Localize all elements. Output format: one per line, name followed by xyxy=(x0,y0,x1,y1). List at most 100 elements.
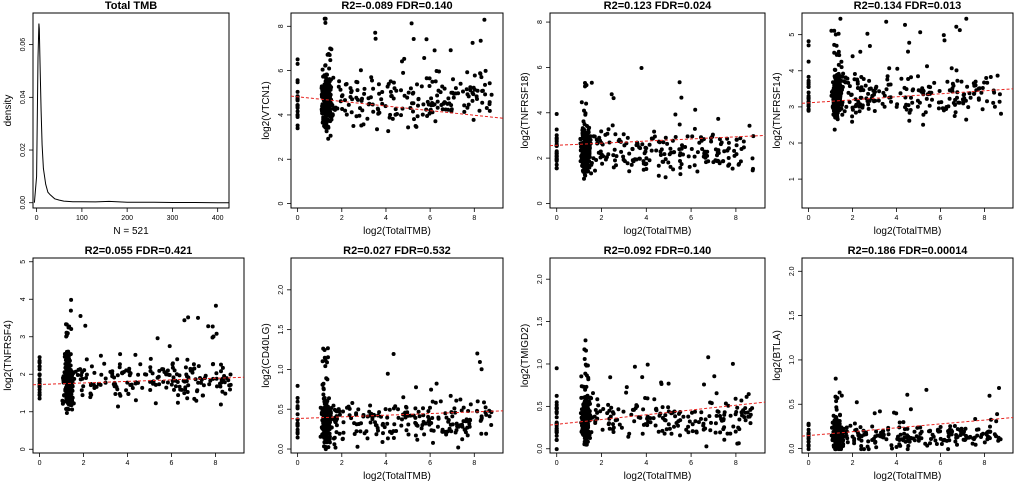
plot-frame xyxy=(290,257,504,454)
data-point xyxy=(674,421,679,425)
data-point xyxy=(321,423,326,428)
data-point xyxy=(938,425,943,429)
data-point xyxy=(850,119,855,124)
data-point xyxy=(903,105,907,110)
x-tick-label: 2 xyxy=(600,460,604,467)
data-point xyxy=(941,33,946,38)
data-point xyxy=(596,150,601,155)
data-point xyxy=(589,80,594,85)
data-point xyxy=(332,435,337,440)
data-point xyxy=(399,88,403,93)
data-point xyxy=(484,106,489,110)
data-point xyxy=(463,427,468,432)
data-point xyxy=(648,420,653,425)
data-point xyxy=(746,392,751,397)
data-point xyxy=(874,445,879,450)
data-point xyxy=(349,90,354,95)
data-point xyxy=(484,431,489,436)
data-point xyxy=(579,100,584,105)
data-point xyxy=(921,122,926,127)
data-point xyxy=(982,440,987,445)
data-point xyxy=(626,434,631,439)
data-point xyxy=(579,384,584,389)
data-point xyxy=(624,385,629,390)
data-point xyxy=(381,431,385,436)
data-point xyxy=(415,82,419,87)
data-point xyxy=(183,365,188,370)
data-point xyxy=(328,119,333,124)
data-point xyxy=(435,93,440,98)
data-point xyxy=(877,89,882,94)
data-point xyxy=(833,394,838,399)
data-point xyxy=(402,56,407,61)
data-point xyxy=(181,378,186,383)
x-tick-label: 8 xyxy=(472,215,476,222)
data-point xyxy=(471,117,476,122)
data-point xyxy=(652,397,657,402)
x-tick-label: 2 xyxy=(82,460,86,467)
data-point xyxy=(736,425,741,430)
data-point xyxy=(713,147,718,152)
data-point xyxy=(677,411,681,416)
data-point xyxy=(598,155,603,160)
data-point xyxy=(196,364,201,369)
data-point xyxy=(157,382,162,387)
data-point xyxy=(726,163,731,168)
data-point xyxy=(609,92,614,97)
data-point xyxy=(295,383,300,388)
data-point xyxy=(453,86,458,91)
data-point xyxy=(323,87,328,92)
data-point xyxy=(905,392,910,397)
data-point xyxy=(487,81,492,86)
data-point xyxy=(148,356,153,361)
data-point xyxy=(722,412,727,417)
data-point xyxy=(936,429,941,434)
y-tick-label: 2 xyxy=(789,141,796,145)
data-point xyxy=(436,415,441,420)
data-point xyxy=(79,373,84,378)
x-tick-label: 8 xyxy=(472,460,476,467)
data-point xyxy=(401,395,406,400)
data-point xyxy=(638,415,643,420)
data-point xyxy=(377,91,382,96)
y-tick-label: 5 xyxy=(20,260,27,264)
data-point xyxy=(443,411,448,416)
data-point xyxy=(374,423,379,428)
data-point xyxy=(340,437,345,442)
data-point xyxy=(68,308,73,313)
data-point xyxy=(554,415,559,420)
data-point xyxy=(580,426,585,431)
data-point xyxy=(954,433,959,437)
data-point xyxy=(75,373,80,377)
data-point xyxy=(909,75,913,80)
y-tick-label: 0.06 xyxy=(20,38,27,52)
data-point xyxy=(939,100,944,105)
data-point xyxy=(322,435,327,440)
data-point xyxy=(614,154,619,159)
data-point xyxy=(480,100,485,105)
data-point xyxy=(419,426,424,431)
data-point xyxy=(554,400,559,405)
data-point xyxy=(603,132,608,137)
data-point xyxy=(973,417,978,421)
data-point xyxy=(376,428,380,433)
data-point xyxy=(829,28,834,33)
data-point xyxy=(443,429,448,434)
data-point xyxy=(600,427,605,432)
data-point xyxy=(955,442,959,447)
data-point xyxy=(362,431,367,436)
data-point xyxy=(866,91,871,96)
density-curve xyxy=(33,23,229,204)
data-point xyxy=(859,447,864,452)
data-point xyxy=(609,405,614,410)
data-point xyxy=(713,430,718,435)
data-point xyxy=(894,445,899,449)
scatter-points xyxy=(295,16,494,141)
data-point xyxy=(717,161,722,166)
data-point xyxy=(416,409,421,414)
data-point xyxy=(846,80,851,85)
data-point xyxy=(468,418,473,423)
y-tick-label: 8 xyxy=(537,20,544,24)
data-point xyxy=(686,414,691,419)
data-point xyxy=(332,415,337,420)
